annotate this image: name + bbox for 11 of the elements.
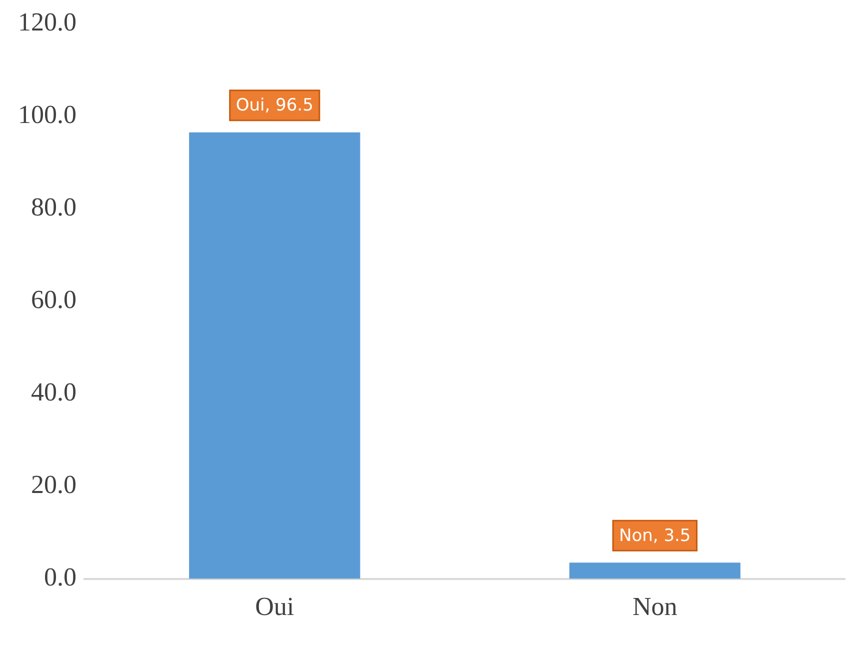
y-tick-label: 60.0 <box>31 285 76 314</box>
y-tick-label: 40.0 <box>31 378 76 407</box>
y-tick-label: 100.0 <box>18 100 76 129</box>
x-tick-label: Oui <box>255 592 294 622</box>
data-label: Oui, 96.5 <box>236 96 314 116</box>
y-tick-label: 20.0 <box>31 470 76 500</box>
x-tick-label: Non <box>632 592 678 622</box>
data-label: Non, 3.5 <box>619 526 691 546</box>
y-tick-label: 0.0 <box>44 562 76 592</box>
y-tick-label: 120.0 <box>18 7 76 36</box>
y-tick-label: 80.0 <box>31 192 76 222</box>
